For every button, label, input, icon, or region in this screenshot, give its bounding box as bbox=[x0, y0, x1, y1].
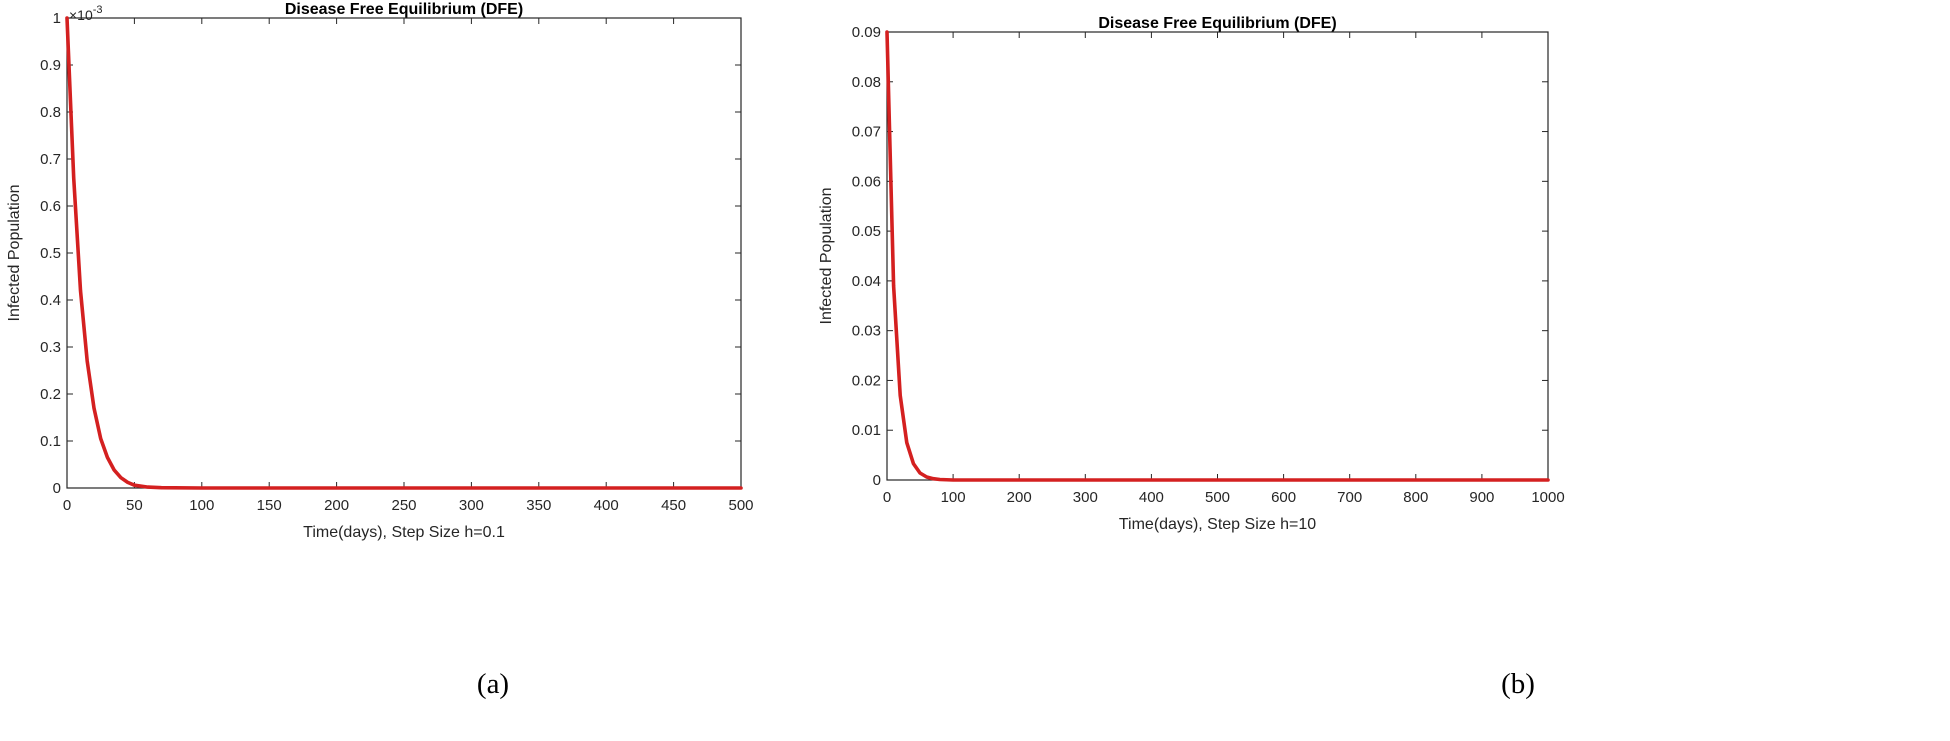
y-tick-label-a: 0.9 bbox=[40, 57, 61, 74]
y-tick-label-a: 0.5 bbox=[40, 245, 61, 262]
x-axis-label-b: Time(days), Step Size h=10 bbox=[1119, 516, 1316, 533]
caption-b: (b) bbox=[1501, 668, 1535, 700]
y-tick-label-b: 0.07 bbox=[852, 124, 881, 141]
y-tick-label-b: 0.03 bbox=[852, 323, 881, 340]
y-axis-label-b: Infected Population bbox=[818, 188, 835, 325]
x-tick-label-b: 1000 bbox=[1531, 489, 1564, 506]
x-tick-label-a: 150 bbox=[257, 497, 282, 514]
x-axis-label-a: Time(days), Step Size h=0.1 bbox=[303, 524, 505, 541]
y-tick-label-b: 0 bbox=[873, 472, 881, 489]
chart-panel-b: 0 100 200 300 400 500 600 700 800 900 1000 0 0.01 0.0… bbox=[818, 0, 1950, 741]
y-tick-label-b: 0.09 bbox=[852, 24, 881, 41]
y-tick-label-a: 0 bbox=[53, 480, 61, 497]
x-tick-label-a: 350 bbox=[526, 497, 551, 514]
chart-title-b: Disease Free Equilibrium (DFE) bbox=[1098, 15, 1336, 32]
y-tick-label-a: 1 bbox=[53, 10, 61, 27]
y-tick-label-b: 0.05 bbox=[852, 223, 881, 240]
exponent-base: ×10 bbox=[69, 7, 93, 23]
x-tick-label-a: 100 bbox=[189, 497, 214, 514]
chart-b-svg: 0 100 200 300 400 500 600 700 800 900 1000 0 0.01 0.0… bbox=[818, 15, 1565, 533]
y-tick-label-a: 0.3 bbox=[40, 339, 61, 356]
x-tick-label-a: 400 bbox=[594, 497, 619, 514]
x-tick-label-b: 700 bbox=[1337, 489, 1362, 506]
x-tick-label-b: 300 bbox=[1073, 489, 1098, 506]
x-tick-label-a: 0 bbox=[63, 497, 71, 514]
y-tick-label-b: 0.04 bbox=[852, 273, 881, 290]
caption-a: (a) bbox=[476, 668, 510, 700]
exponent-power: -3 bbox=[93, 4, 103, 16]
y-tick-label-a: 0.2 bbox=[40, 386, 61, 403]
y-tick-label-a: 0.1 bbox=[40, 433, 61, 450]
y-tick-label-a: 0.6 bbox=[40, 198, 61, 215]
plot-area-a bbox=[66, 17, 742, 489]
x-tick-label-a: 200 bbox=[324, 497, 349, 514]
y-tick-label-a: 0.4 bbox=[40, 292, 61, 309]
y-axis-label-a: Infected Population bbox=[6, 185, 23, 322]
x-tick-label-b: 100 bbox=[941, 489, 966, 506]
x-tick-label-b: 600 bbox=[1271, 489, 1296, 506]
series-line-b-0 bbox=[885, 30, 1550, 482]
x-tick-label-a: 250 bbox=[391, 497, 416, 514]
y-tick-label-a: 0.7 bbox=[40, 151, 61, 168]
y-tick-label-b: 0.02 bbox=[852, 372, 881, 389]
chart-a-svg: 0 50 100 150 200 250 300 350 400 450 500 0 0.1 0.2 0.3… bbox=[6, 1, 754, 541]
y-exponent-label-a: ×10-3 bbox=[69, 4, 103, 23]
x-tick-label-a: 500 bbox=[728, 497, 753, 514]
chart-title-a: Disease Free Equilibrium (DFE) bbox=[285, 1, 523, 18]
plot-area-b bbox=[886, 31, 1549, 481]
x-tick-label-b: 500 bbox=[1205, 489, 1230, 506]
y-tick-label-b: 0.01 bbox=[852, 422, 881, 439]
y-tick-label-a: 0.8 bbox=[40, 104, 61, 121]
x-tick-label-a: 50 bbox=[126, 497, 143, 514]
x-tick-label-b: 800 bbox=[1403, 489, 1428, 506]
chart-panel-a: 0 50 100 150 200 250 300 350 400 450 500 0 0.1 0.2 0.3… bbox=[6, 1, 754, 541]
y-tick-label-b: 0.08 bbox=[852, 74, 881, 91]
series-line-a-0 bbox=[65, 16, 743, 490]
x-tick-label-a: 300 bbox=[459, 497, 484, 514]
x-tick-label-b: 400 bbox=[1139, 489, 1164, 506]
x-tick-label-a: 450 bbox=[661, 497, 686, 514]
y-tick-label-b: 0.06 bbox=[852, 173, 881, 190]
x-tick-label-b: 200 bbox=[1007, 489, 1032, 506]
x-tick-label-b: 900 bbox=[1469, 489, 1494, 506]
x-tick-label-b: 0 bbox=[883, 489, 891, 506]
